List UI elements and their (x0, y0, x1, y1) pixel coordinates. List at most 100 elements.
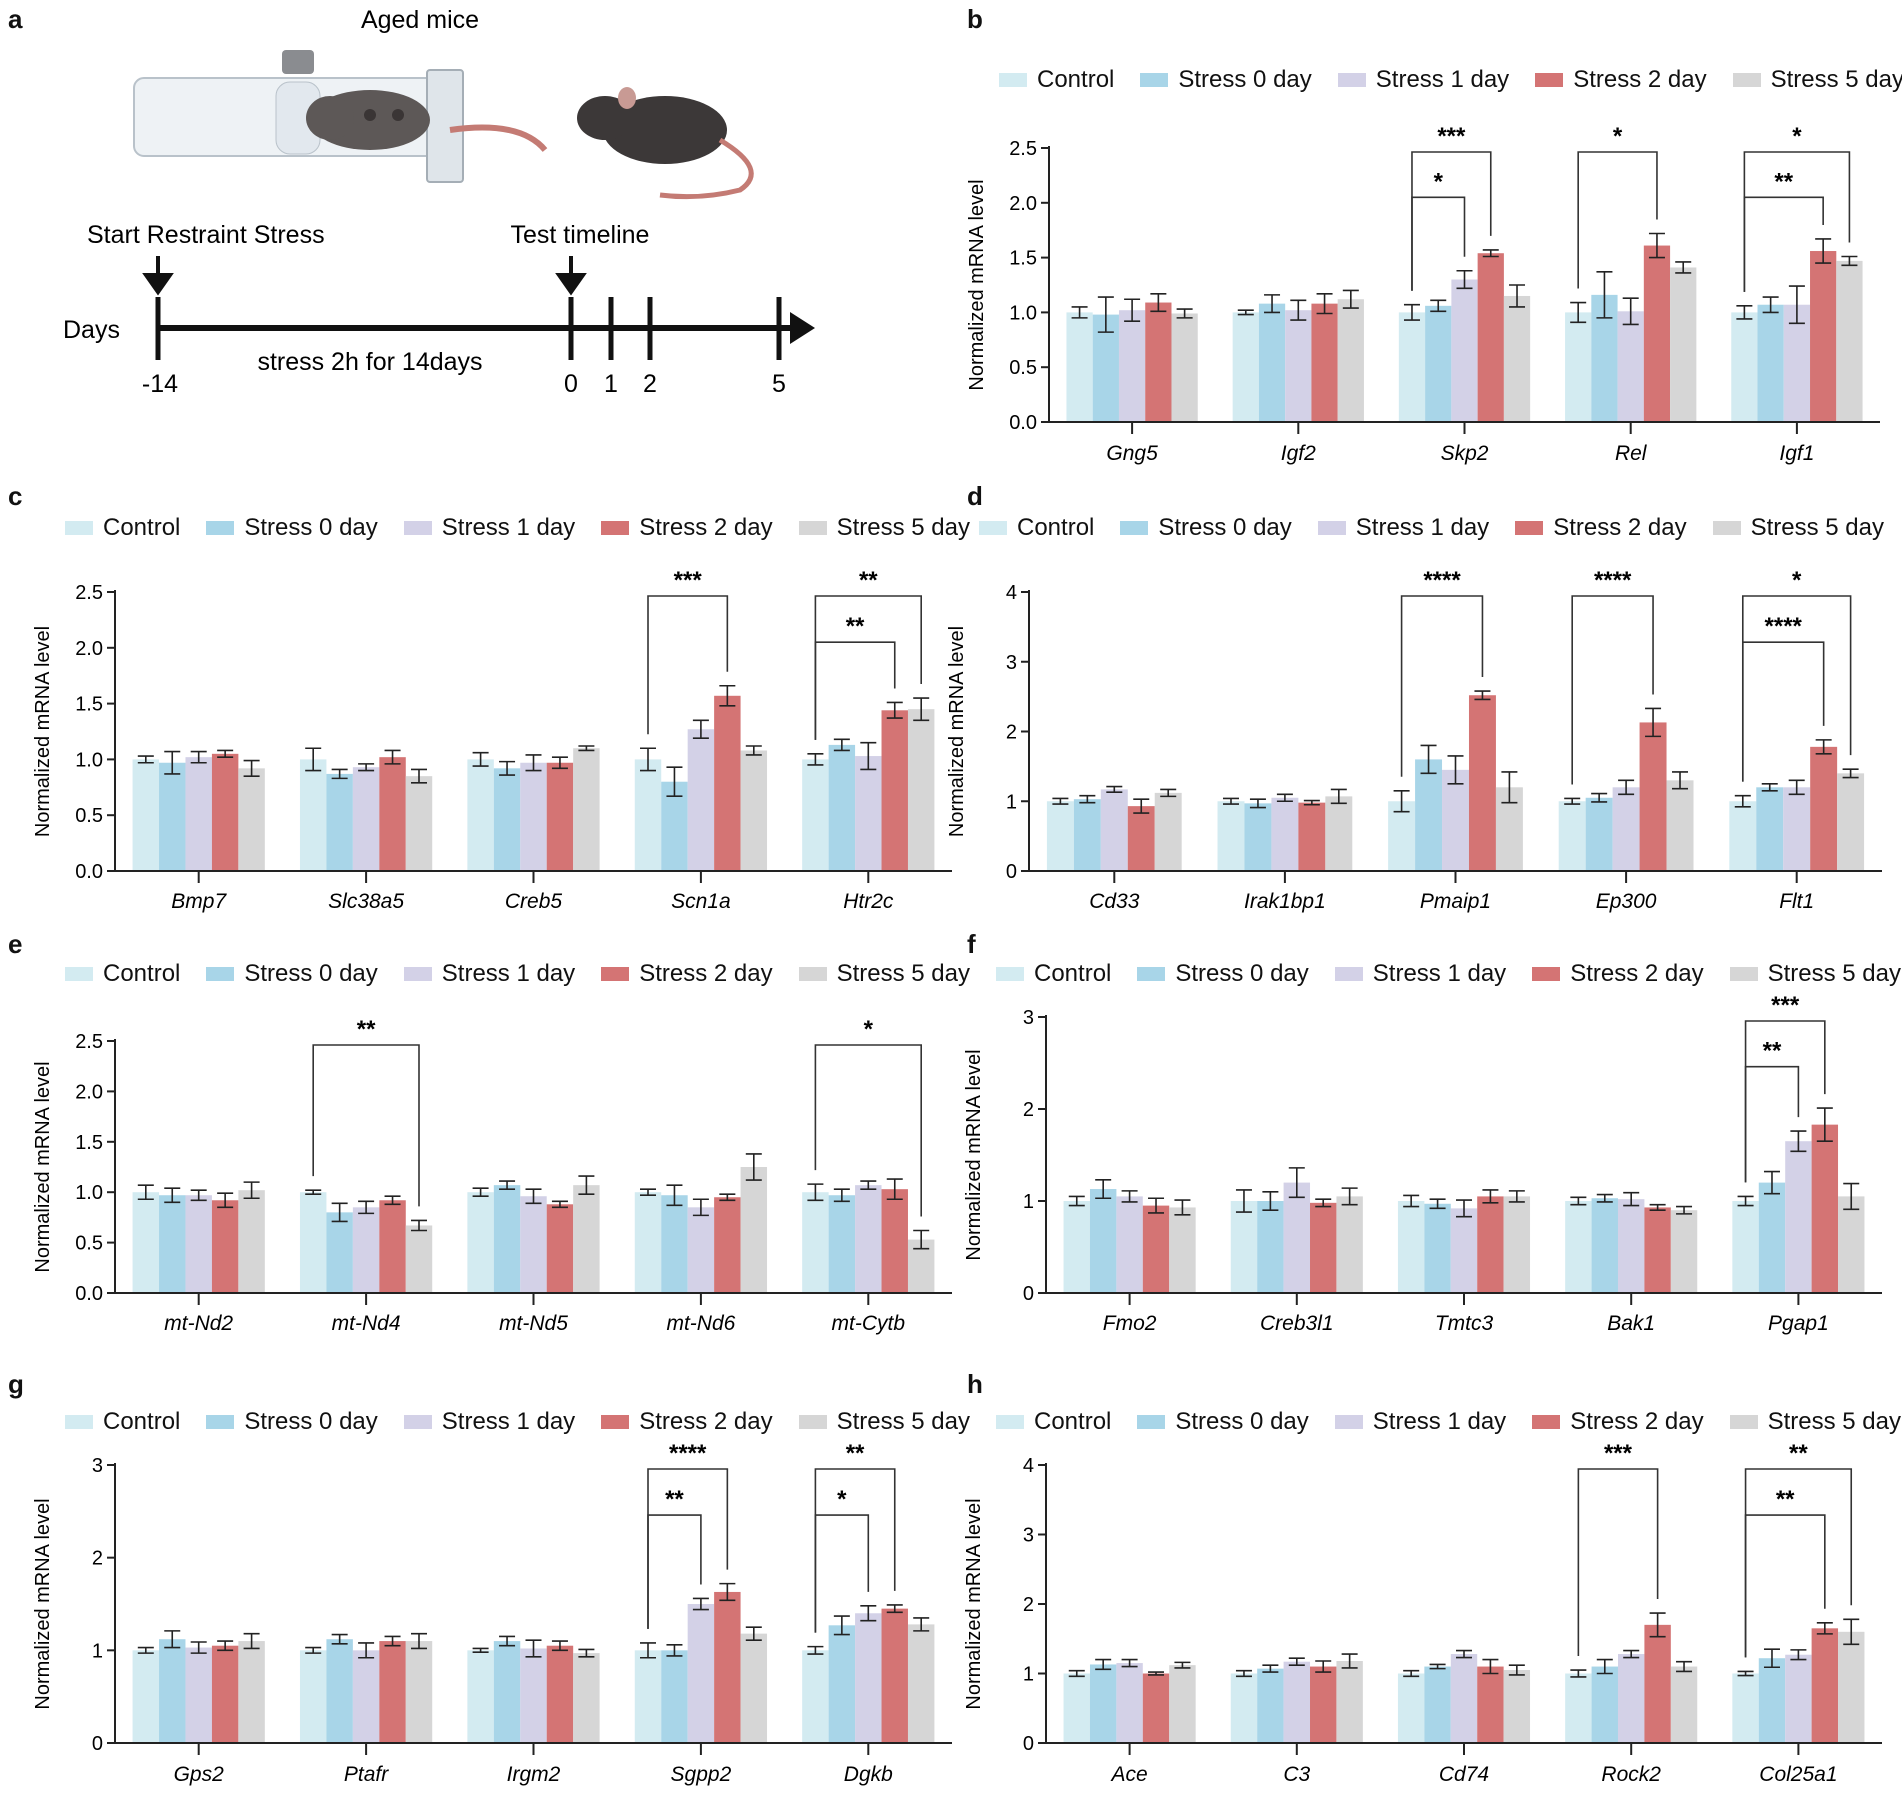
error-bar (1133, 798, 1150, 814)
bar (1503, 1196, 1531, 1293)
timeline-arrowhead-icon (790, 312, 815, 344)
y-tick-label: 0 (1023, 1283, 1034, 1305)
error-bar (1456, 1199, 1472, 1218)
significance-label: *** (1604, 1440, 1633, 1467)
legend-swatch (1334, 1415, 1363, 1429)
legend-item: Stress 1 day (1334, 1408, 1506, 1436)
significance-label: * (837, 1486, 847, 1513)
legend-item: Stress 0 day (1140, 66, 1312, 94)
y-tick-label: 0 (1023, 1733, 1034, 1755)
bar (573, 1653, 600, 1743)
error-bar (745, 1626, 762, 1641)
error-bar (243, 759, 260, 777)
x-tick-label: Scn1a (671, 890, 731, 913)
bar (1785, 1141, 1812, 1293)
bar (405, 776, 433, 871)
legend-item: Stress 5 day (1729, 1408, 1901, 1436)
error-bar (331, 1202, 348, 1223)
legend-label: Stress 2 day (1570, 960, 1704, 987)
legend-item: Stress 5 day (1729, 960, 1901, 988)
bar (1503, 1670, 1531, 1743)
x-tick-label: Ep300 (1596, 890, 1657, 913)
legend-item: Control (979, 514, 1094, 542)
bar (1169, 1665, 1196, 1743)
x-tick-label: Rel (1615, 442, 1648, 465)
error-bar (305, 1189, 322, 1196)
bar (1230, 1201, 1258, 1293)
tick-label: 2 (643, 370, 657, 398)
legend-label: Stress 1 day (1372, 960, 1507, 987)
bar (1810, 251, 1837, 422)
bar (1565, 312, 1592, 422)
error-bar (833, 738, 850, 752)
bar (1311, 303, 1338, 422)
y-axis-label: Normalized mRNA level (963, 1049, 985, 1260)
legend-item: Control (65, 1408, 180, 1436)
legend-item: Stress 1 day (403, 960, 576, 988)
error-bar (1429, 1198, 1446, 1210)
bar (1468, 695, 1496, 871)
error-bar (1456, 1649, 1472, 1659)
significance-label: ** (665, 1486, 684, 1513)
legend-swatch (798, 521, 827, 535)
legend-item: Control (65, 960, 180, 988)
legend-item: Control (996, 960, 1111, 988)
significance-bracket (1743, 151, 1851, 292)
error-bar (1264, 294, 1281, 314)
bar (1336, 1196, 1363, 1293)
bar (1758, 1182, 1786, 1293)
legend-label: Stress 1 day (441, 960, 576, 987)
error-bar (1623, 1649, 1640, 1659)
x-tick-label: Igf1 (1779, 442, 1814, 465)
legend-label: Control (103, 514, 181, 541)
chart-b: 0.0 0.5 1.0 1.5 2.0 2.5 Normalized mRNA level G… (966, 123, 1880, 465)
legend: Control Stress 0 day Stress 1 day Stress 2 … (999, 66, 1902, 94)
bar (1145, 302, 1172, 422)
error-bar (640, 1642, 657, 1659)
x-tick-label: Pgap1 (1768, 1312, 1829, 1335)
y-tick-label: 1 (1006, 791, 1017, 813)
bar (1336, 1660, 1363, 1743)
bar (1783, 304, 1811, 422)
error-bar (1816, 1107, 1833, 1142)
error-bar (1761, 783, 1778, 792)
error-bar (1315, 1660, 1332, 1673)
y-tick-label: 3 (1006, 652, 1017, 674)
error-bar (1790, 1649, 1807, 1661)
bar (467, 759, 494, 871)
legend-swatch (1535, 73, 1564, 87)
error-bar (499, 1180, 516, 1190)
significance-label: **** (1594, 567, 1632, 594)
legend: Control Stress 0 day Stress 1 day Stress 2 … (65, 960, 970, 988)
error-bar (1315, 1198, 1332, 1208)
bar (352, 1650, 380, 1743)
bar (1073, 799, 1101, 871)
bar (1732, 1673, 1759, 1743)
bar (802, 1192, 829, 1293)
error-bar (1570, 301, 1587, 324)
y-tick-label: 2.5 (75, 1031, 103, 1053)
bar (546, 1204, 574, 1293)
error-bar (1842, 768, 1859, 779)
x-tick-label: Bak1 (1607, 1312, 1655, 1335)
bar (1310, 1202, 1337, 1293)
legend-swatch (999, 73, 1027, 87)
error-bar (410, 1632, 427, 1650)
error-bar (305, 747, 322, 772)
error-bar (1672, 771, 1689, 790)
significance-bracket (647, 1468, 729, 1629)
significance-label: ** (846, 1440, 865, 1467)
error-bar (1288, 1657, 1305, 1666)
legend-swatch (1712, 521, 1741, 535)
bar (907, 1624, 935, 1743)
bar (1558, 801, 1586, 871)
x-tick-label: mt-Nd4 (332, 1312, 401, 1335)
error-bar (1618, 779, 1635, 796)
y-tick-label: 1 (92, 1640, 103, 1662)
bar (1503, 295, 1531, 422)
y-tick-label: 3 (92, 1455, 103, 1477)
error-bar (1788, 779, 1805, 796)
bar (1388, 801, 1416, 871)
error-bar (1482, 1658, 1499, 1675)
bar (467, 1650, 494, 1743)
